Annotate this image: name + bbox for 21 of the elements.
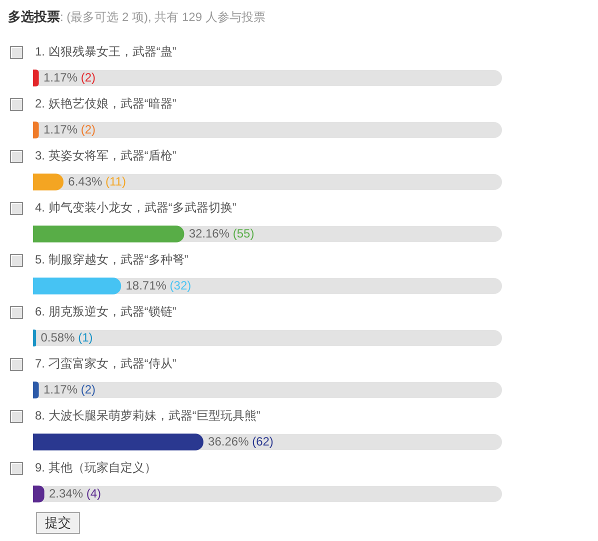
y-tick-label: 3. 英姿女将军，武器“盾枪” xyxy=(35,148,176,162)
chart-subtitle: : (最多可选 2 项), 共有 129 人参与投票 xyxy=(60,10,266,24)
y-tick-label: 8. 大波长腿呆萌萝莉妹，武器“巨型玩具熊” xyxy=(35,408,260,422)
y-tick-label: 1. 凶狠残暴女王，武器“蛊” xyxy=(35,44,176,58)
chart-title: 多选投票 xyxy=(8,9,60,24)
y-tick-label: 6. 朋克叛逆女，武器“锁链” xyxy=(35,304,176,318)
y-tick-label: 7. 刁蛮富家女，武器“侍从” xyxy=(35,356,176,370)
data-label: 32.16% (55) xyxy=(188,226,254,240)
data-label: 1.17% (2) xyxy=(43,382,96,396)
data-label: 6.43% (11) xyxy=(68,174,126,188)
submit-button: 提交 xyxy=(36,512,80,534)
data-label: 0.58% (1) xyxy=(40,330,93,344)
data-label: 1.17% (2) xyxy=(43,70,96,84)
data-label: 2.34% (4) xyxy=(48,486,102,500)
data-label: 18.71% (32) xyxy=(126,278,192,292)
y-tick-label: 5. 制服穿越女，武器“多种弩” xyxy=(35,252,188,266)
data-label: 36.26% (62) xyxy=(208,434,274,448)
y-tick-label: 4. 帅气变装小龙女，武器“多武器切换” xyxy=(35,200,236,214)
y-tick-label: 9. 其他（玩家自定义） xyxy=(35,460,156,474)
data-label: 1.17% (2) xyxy=(43,122,96,136)
y-tick-label: 2. 妖艳艺伎娘，武器“暗器” xyxy=(35,96,176,110)
